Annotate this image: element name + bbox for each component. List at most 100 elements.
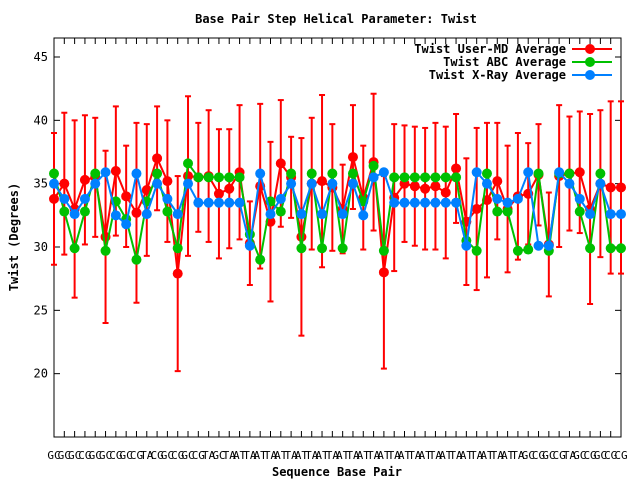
x-tick-label-42: AT — [480, 449, 494, 462]
point-0-22 — [275, 158, 286, 169]
plot-frame — [53, 37, 622, 438]
point-2-33 — [389, 197, 400, 208]
point-1-16 — [213, 172, 224, 183]
point-2-48 — [543, 240, 554, 251]
point-2-35 — [409, 197, 420, 208]
point-2-1 — [59, 193, 70, 204]
point-2-3 — [79, 193, 90, 204]
point-1-43 — [492, 206, 503, 217]
y-axis-label: Twist (Degrees) — [7, 183, 21, 291]
point-0-35 — [409, 181, 420, 192]
x-tick-label-27: TA — [326, 449, 340, 462]
point-1-45 — [512, 245, 523, 256]
series-1 — [49, 158, 626, 265]
x-tick-label-35: TA — [408, 449, 422, 462]
point-1-51 — [574, 206, 585, 217]
point-2-8 — [131, 168, 142, 179]
x-tick-label-52: CG — [583, 449, 596, 462]
point-2-16 — [213, 197, 224, 208]
x-tick-label-5: GC — [99, 449, 112, 462]
point-2-40 — [461, 240, 472, 251]
point-1-12 — [172, 243, 183, 254]
point-1-27 — [327, 168, 338, 179]
point-1-31 — [368, 160, 379, 171]
x-tick-label-47: CG — [532, 449, 545, 462]
point-1-34 — [399, 172, 410, 183]
x-tick-label-39: TA — [449, 449, 463, 462]
legend-marker-0 — [585, 44, 595, 54]
point-2-51 — [574, 193, 585, 204]
point-1-13 — [183, 158, 194, 169]
point-1-17 — [224, 172, 235, 183]
point-1-25 — [306, 168, 317, 179]
point-2-34 — [399, 197, 410, 208]
point-1-1 — [59, 206, 70, 217]
point-0-41 — [471, 204, 482, 214]
x-tick-label-26: AT — [315, 449, 329, 462]
point-1-5 — [100, 245, 111, 256]
point-2-52 — [585, 209, 596, 220]
x-tick-label-1: GC — [58, 449, 71, 462]
point-1-8 — [131, 254, 142, 265]
point-1-28 — [337, 243, 348, 254]
legend-label-2: Twist X-Ray Average — [429, 68, 566, 82]
point-1-38 — [440, 172, 451, 183]
point-1-52 — [585, 243, 596, 254]
point-1-10 — [152, 168, 163, 179]
point-2-27 — [327, 178, 338, 189]
x-tick-label-9: TA — [140, 449, 154, 462]
point-2-28 — [337, 209, 348, 220]
y-tick-label-3: 35 — [34, 177, 48, 191]
point-0-3 — [79, 174, 90, 185]
point-2-42 — [481, 178, 492, 189]
x-tick-label-50: TA — [563, 449, 577, 462]
point-0-10 — [152, 153, 163, 164]
point-2-41 — [471, 167, 482, 178]
point-1-47 — [533, 168, 544, 179]
x-tick-label-48: GC — [542, 449, 555, 462]
x-tick-label-3: CG — [78, 449, 91, 462]
point-2-21 — [265, 209, 276, 220]
point-1-20 — [255, 254, 266, 265]
legend-label-0: Twist User-MD Average — [414, 42, 566, 56]
point-1-41 — [471, 245, 482, 256]
point-2-50 — [564, 178, 575, 189]
y-tick-label-0: 20 — [34, 367, 48, 381]
x-tick-label-20: AT — [254, 449, 268, 462]
x-tick-label-7: GC — [120, 449, 133, 462]
x-tick-label-14: CG — [192, 449, 205, 462]
point-0-29 — [347, 152, 358, 163]
y-tick-label-1: 25 — [34, 303, 48, 317]
point-2-4 — [90, 178, 101, 189]
x-tick-label-18: AT — [233, 449, 247, 462]
point-2-36 — [420, 197, 431, 208]
point-1-54 — [605, 243, 616, 254]
point-2-30 — [358, 210, 369, 221]
x-tick-label-37: TA — [429, 449, 443, 462]
point-2-29 — [347, 178, 358, 189]
point-1-18 — [234, 172, 245, 183]
point-0-11 — [162, 176, 173, 187]
point-2-15 — [203, 197, 214, 208]
x-tick-label-53: GC — [594, 449, 607, 462]
point-2-26 — [317, 209, 328, 220]
point-2-47 — [533, 240, 544, 251]
point-2-13 — [183, 178, 194, 189]
x-tick-label-2: GC — [68, 449, 81, 462]
point-2-11 — [162, 193, 173, 204]
point-1-53 — [595, 168, 606, 179]
x-tick-label-25: TA — [305, 449, 319, 462]
point-0-26 — [317, 176, 328, 187]
point-1-42 — [481, 168, 492, 179]
x-tick-label-12: CG — [171, 449, 184, 462]
x-tick-label-33: TA — [388, 449, 402, 462]
x-tick-label-4: GC — [89, 449, 102, 462]
point-2-43 — [492, 193, 503, 204]
point-0-51 — [574, 167, 585, 178]
x-tick-label-40: AT — [460, 449, 474, 462]
point-1-22 — [275, 206, 286, 217]
x-tick-label-54: CG — [604, 449, 617, 462]
x-tick-label-51: GC — [573, 449, 586, 462]
point-2-0 — [49, 178, 59, 189]
